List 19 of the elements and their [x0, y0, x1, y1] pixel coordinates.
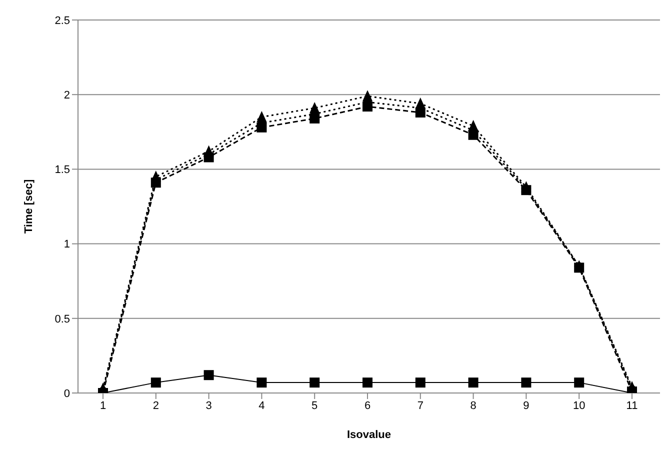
x-tick-label: 9	[523, 400, 530, 412]
x-tick-label: 3	[206, 400, 212, 412]
y-tick-label: 2.5	[54, 14, 70, 27]
x-tick-label: 10	[572, 400, 586, 412]
y-axis-title: Time [sec]	[22, 179, 35, 234]
x-tick-label: 2	[152, 400, 159, 412]
x-tick-label: 11	[626, 400, 638, 412]
x-tick-label: 7	[417, 400, 424, 412]
x-tick-label: 1	[100, 400, 106, 412]
y-tick-label: 1	[64, 238, 70, 251]
x-tick-label: 6	[364, 400, 371, 412]
x-tick-label: 8	[470, 400, 476, 412]
x-axis-title: Isovalue	[346, 429, 392, 441]
y-tick-label: 1.5	[54, 164, 70, 176]
y-tick-label: 0.5	[54, 313, 70, 326]
y-tick-label: 2	[64, 90, 70, 102]
y-tick-label: 0	[64, 388, 70, 400]
x-tick-label: 4	[258, 400, 265, 412]
x-tick-label: 5	[312, 400, 318, 412]
